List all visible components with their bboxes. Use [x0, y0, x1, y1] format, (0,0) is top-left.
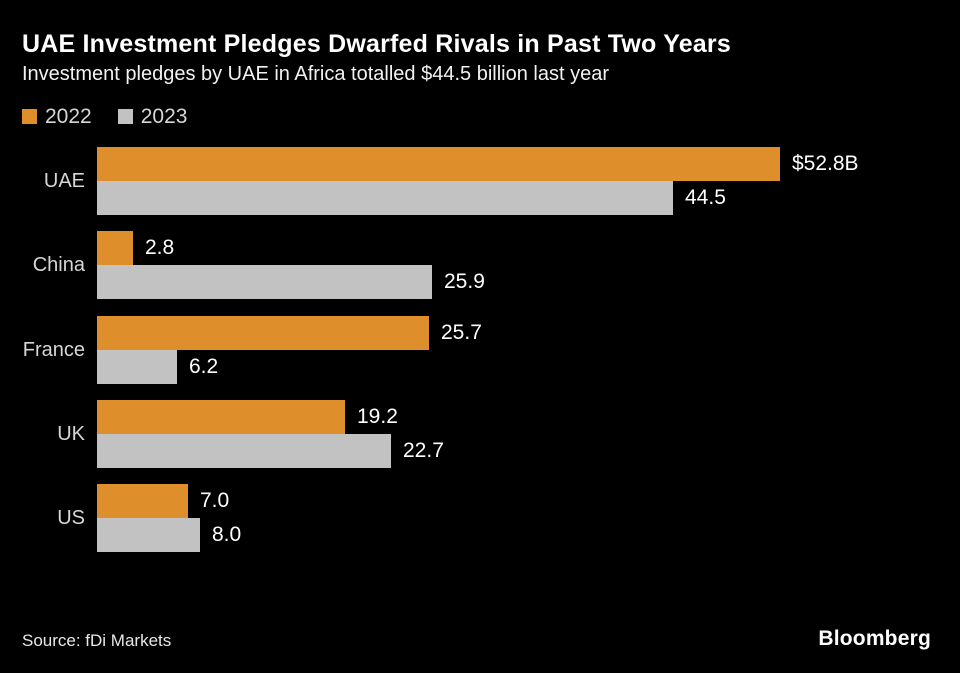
value-label-2022-uk: 19.2 — [357, 405, 398, 428]
value-label-2023-france: 6.2 — [189, 355, 219, 378]
legend: 2022 2023 — [22, 106, 187, 127]
legend-label-2022: 2022 — [45, 105, 92, 128]
value-label-2023-china: 25.9 — [444, 270, 485, 293]
chart-title: UAE Investment Pledges Dwarfed Rivals in… — [22, 30, 731, 58]
category-label: France — [22, 338, 85, 361]
chart-row-france: France 25.7 6.2 — [0, 316, 960, 384]
value-label-2023-uae: 44.5 — [685, 186, 726, 209]
chart-row-china: China 2.8 25.9 — [0, 231, 960, 299]
chart-row-uae: UAE $52.8B 44.5 — [0, 147, 960, 215]
bar-2023-uae — [97, 181, 673, 215]
bar-2022-uk — [97, 400, 345, 434]
value-label-2022-china: 2.8 — [145, 236, 175, 259]
value-label-2023-uk: 22.7 — [403, 439, 444, 462]
bar-2022-uae — [97, 147, 780, 181]
bar-2022-us — [97, 484, 188, 518]
legend-swatch-2023 — [117, 109, 133, 124]
value-label-2023-us: 8.0 — [212, 523, 242, 546]
legend-item-2023: 2023 — [117, 105, 188, 128]
chart-subtitle: Investment pledges by UAE in Africa tota… — [22, 63, 609, 85]
bloomberg-logo: Bloomberg — [818, 627, 931, 650]
category-label: UK — [57, 422, 85, 445]
chart-row-us: US 7.0 8.0 — [0, 484, 960, 552]
source-label: Source: fDi Markets — [22, 631, 172, 650]
chart-row-uk: UK 19.2 22.7 — [0, 400, 960, 468]
bar-2023-us — [97, 518, 200, 552]
bar-chart: UAE $52.8B 44.5 China 2.8 25.9 France 25.7 6.2 UK… — [0, 147, 960, 557]
value-label-2022-france: 25.7 — [441, 321, 482, 344]
bar-2022-france — [97, 316, 429, 350]
category-label: UAE — [43, 169, 85, 192]
bar-2022-china — [97, 231, 133, 265]
bar-2023-france — [97, 350, 177, 384]
bar-2023-uk — [97, 434, 391, 468]
bar-2023-china — [97, 265, 432, 299]
value-label-2022-us: 7.0 — [200, 489, 230, 512]
category-label: China — [32, 253, 85, 276]
legend-swatch-2022 — [22, 109, 37, 124]
legend-label-2023: 2023 — [140, 105, 188, 128]
category-label: US — [57, 506, 85, 529]
value-label-2022-uae: $52.8B — [792, 152, 859, 175]
legend-item-2022: 2022 — [22, 106, 92, 127]
